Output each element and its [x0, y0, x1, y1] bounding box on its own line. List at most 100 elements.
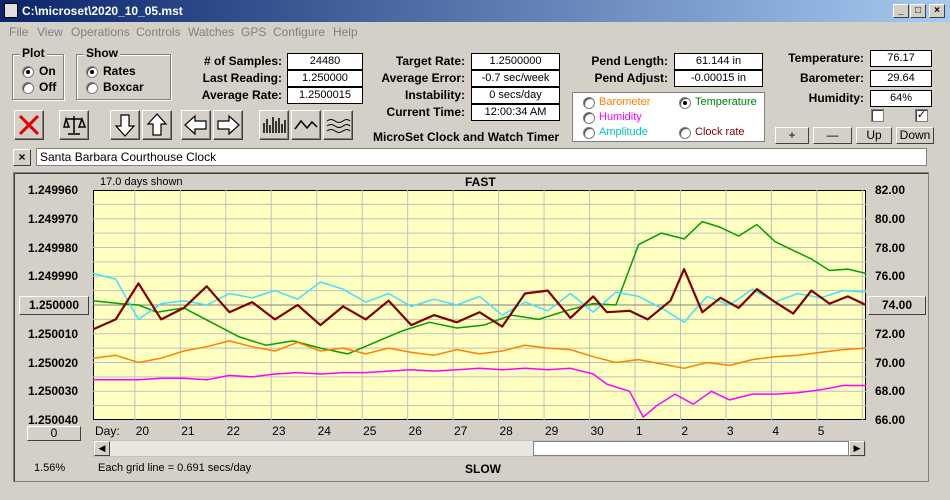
day-tick-label: 24 [317, 424, 331, 438]
day-tick-label: 5 [817, 424, 825, 438]
plot-group-label: Plot [20, 46, 47, 60]
barometer-radio[interactable] [583, 97, 595, 109]
left-axis-tick: 1.249980 [28, 240, 79, 255]
arrow-down-icon [114, 114, 136, 137]
current-time-field: 12:00:34 AM [471, 104, 560, 121]
wave-icon [294, 119, 318, 130]
chart-frame [13, 172, 929, 482]
humidity-radio[interactable] [583, 112, 595, 124]
temperature-radio[interactable] [679, 97, 691, 109]
avg-error-label: Average Error: [381, 71, 465, 85]
maximize-button[interactable]: □ [910, 4, 926, 18]
menu-controls[interactable]: Controls [136, 25, 181, 39]
stop-button[interactable] [14, 110, 44, 140]
pend-adjust-label: Pend Adjust: [594, 71, 668, 85]
zero-button[interactable]: 0 [27, 426, 81, 441]
avg-rate-label: Average Rate: [201, 88, 282, 102]
day-tick-label: 4 [772, 424, 780, 438]
scroll-thumb[interactable] [533, 441, 849, 456]
show-boxcar-label: Boxcar [103, 80, 144, 94]
humidity-field: 64% [870, 90, 932, 107]
last-reading-label: Last Reading: [202, 71, 282, 85]
barometer-option-label: Barometer [599, 96, 651, 108]
clockrate-radio[interactable] [679, 127, 691, 139]
barometer-field: 29.64 [870, 70, 932, 87]
day-tick-label: 2 [681, 424, 689, 438]
rate-plot [93, 190, 866, 420]
samples-label: # of Samples: [203, 54, 282, 68]
temperature-option-label: Temperature [695, 96, 757, 108]
up-button[interactable]: Up [856, 127, 892, 144]
x-icon [18, 114, 40, 136]
plot-on-label: On [39, 64, 56, 78]
barometer-series-line [93, 340, 866, 370]
down-button[interactable]: Down [896, 127, 934, 144]
watch-name-field[interactable]: Santa Barbara Courthouse Clock [36, 148, 927, 166]
day-tick-label: 20 [135, 424, 150, 438]
menu-file[interactable]: File [9, 25, 29, 39]
left-axis-tick: 1.250040 [28, 413, 79, 427]
horizontal-scrollbar[interactable]: ◀ ▶ [93, 440, 866, 457]
center-sensor-button[interactable]: 74.00 [868, 296, 926, 315]
clear-watch-button[interactable]: × [13, 149, 31, 166]
arrow-right-icon [217, 114, 240, 136]
right-arrow-button[interactable] [213, 110, 243, 140]
show-boxcar-radio[interactable] [86, 82, 98, 94]
day-tick-label: 25 [363, 424, 377, 438]
amplitude-radio[interactable] [583, 127, 595, 139]
noise-icon [326, 119, 351, 133]
humidity-label: Humidity: [808, 91, 864, 105]
menu-watches[interactable]: Watches [188, 25, 235, 39]
menu-help[interactable]: Help [333, 25, 358, 39]
minimize-button[interactable]: _ [893, 4, 909, 18]
show-rates-radio[interactable] [86, 66, 98, 78]
humidity-option-label: Humidity [599, 111, 642, 123]
target-rate-label: Target Rate: [395, 54, 465, 68]
left-axis-tick: 1.249990 [28, 269, 79, 284]
right-axis-tick: 82.00 [875, 183, 906, 197]
right-axis-tick: 68.00 [875, 384, 906, 399]
day-tick-label: 3 [726, 424, 734, 438]
right-axis-tick: 80.00 [875, 211, 906, 226]
menu-operations[interactable]: Operations [71, 25, 130, 39]
minus-button[interactable]: — [813, 127, 852, 144]
show-group [76, 54, 171, 100]
sensor-options-panel: Barometer Temperature Humidity Amplitude… [572, 92, 765, 142]
noise-button[interactable] [323, 110, 353, 140]
show-group-label: Show [84, 46, 120, 60]
wave-button[interactable] [291, 110, 321, 140]
menu-configure[interactable]: Configure [273, 25, 326, 39]
plus-button[interactable]: + [775, 127, 809, 144]
histogram-icon [263, 117, 286, 133]
day-tick-label: 26 [408, 424, 422, 438]
right-checkbox[interactable]: ✓ [915, 109, 928, 122]
right-axis-tick: 72.00 [875, 326, 906, 341]
amplitude-option-label: Amplitude [599, 126, 648, 138]
day-tick-label: 22 [226, 424, 241, 438]
menu-gps[interactable]: GPS [241, 25, 267, 39]
center-rate-button[interactable]: 1.250000 [19, 296, 89, 315]
histogram-button[interactable] [259, 110, 289, 140]
down-arrow-button[interactable] [110, 110, 140, 140]
title-bar: C:\microset\2020_10_05.mst _ □ × [0, 0, 950, 22]
scroll-left-button[interactable]: ◀ [94, 441, 110, 456]
clockrate-series-line [93, 267, 866, 331]
close-button[interactable]: × [929, 4, 945, 18]
left-arrow-button[interactable] [181, 110, 211, 140]
temperature-field: 76.17 [870, 50, 932, 67]
show-rates-label: Rates [103, 64, 136, 78]
barometer-label: Barometer: [799, 71, 864, 85]
day-tick-label: 27 [454, 424, 468, 438]
instability-field: 0 secs/day [471, 87, 560, 104]
balance-button[interactable] [59, 110, 89, 140]
humidity-series-line [93, 367, 866, 418]
slow-label: SLOW [465, 462, 501, 476]
up-arrow-button[interactable] [142, 110, 172, 140]
plot-on-radio[interactable] [22, 66, 34, 78]
day-tick-label: 1 [635, 424, 643, 438]
left-checkbox[interactable] [871, 109, 884, 122]
scroll-right-button[interactable]: ▶ [849, 441, 865, 456]
menu-view[interactable]: View [37, 25, 63, 39]
plot-off-radio[interactable] [22, 82, 34, 94]
window-title: C:\microset\2020_10_05.mst [22, 4, 183, 18]
